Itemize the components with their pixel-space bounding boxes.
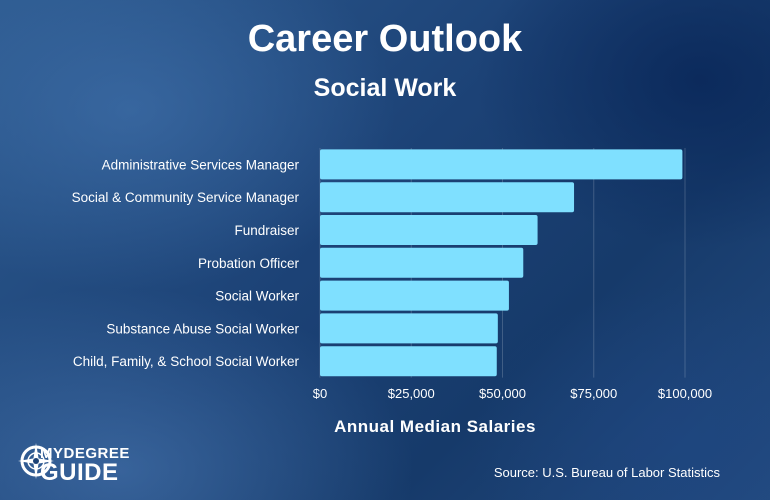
category-label: Social Worker: [215, 289, 299, 304]
x-tick-label: $0: [313, 386, 327, 401]
bar: [320, 182, 575, 213]
bar: [320, 149, 683, 180]
x-tick-label: $75,000: [570, 386, 617, 401]
x-tick-label: $50,000: [479, 386, 526, 401]
logo-text-bottom: GUIDE: [40, 459, 119, 486]
bar: [320, 215, 538, 245]
bar: [320, 280, 509, 311]
compass-logo-icon: [18, 443, 54, 479]
category-label: Child, Family, & School Social Worker: [73, 354, 300, 369]
source-note: Source: U.S. Bureau of Labor Statistics: [493, 465, 720, 480]
page-subtitle: Social Work: [313, 74, 457, 102]
logo-text-top: MYDEGREE: [40, 445, 130, 462]
x-tick-label: $100,000: [658, 386, 712, 401]
bar: [320, 247, 524, 278]
bar: [320, 313, 498, 344]
category-label: Administrative Services Manager: [102, 157, 300, 172]
x-tick-label: $25,000: [388, 386, 435, 401]
category-label: Probation Officer: [198, 256, 300, 271]
category-label: Fundraiser: [234, 223, 299, 238]
category-label: Social & Community Service Manager: [72, 190, 300, 205]
category-label: Substance Abuse Social Worker: [106, 321, 299, 336]
x-axis-label: Annual Median Salaries: [334, 417, 536, 436]
bar: [320, 346, 497, 377]
page-title: Career Outlook: [247, 18, 523, 60]
